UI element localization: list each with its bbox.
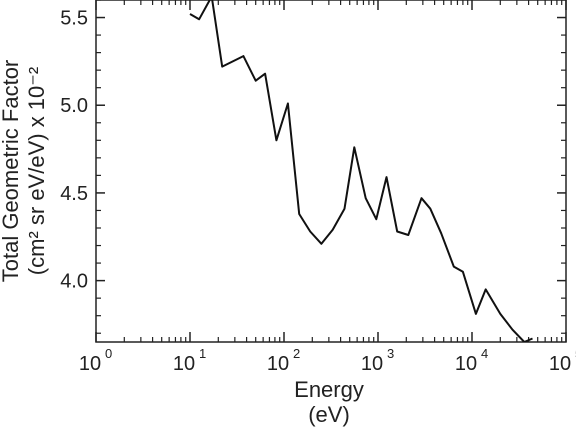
x-tick-label: 10 xyxy=(173,353,195,375)
x-tick-exponent: 4 xyxy=(481,346,488,361)
x-tick-exponent: 1 xyxy=(199,346,206,361)
y-axis-title: Total Geometric Factor xyxy=(0,60,23,283)
y-axis: 4.0 4.5 5.0 5.5 xyxy=(60,0,566,334)
x-tick-exponent: 2 xyxy=(293,346,300,361)
y-axis-unit: (cm² sr eV/eV) x 10⁻² xyxy=(24,67,49,275)
x-axis-unit: (eV) xyxy=(308,402,350,427)
x-tick-label: 10 xyxy=(549,353,571,375)
x-axis: 100101102103104105 xyxy=(79,0,576,375)
plot-frame xyxy=(95,0,567,343)
x-tick-label: 10 xyxy=(455,353,477,375)
x-tick-exponent: 3 xyxy=(387,346,394,361)
y-tick-label: 4.0 xyxy=(60,271,88,293)
x-tick-label: 10 xyxy=(361,353,383,375)
x-axis-title: Energy xyxy=(294,377,364,402)
x-tick-label: 10 xyxy=(79,353,101,375)
y-tick-label: 4.5 xyxy=(60,183,88,205)
y-tick-label: 5.0 xyxy=(60,95,88,117)
y-tick-label: 5.5 xyxy=(60,8,88,30)
x-tick-exponent: 0 xyxy=(105,346,112,361)
x-tick-label: 10 xyxy=(267,353,289,375)
series-line xyxy=(189,0,533,342)
